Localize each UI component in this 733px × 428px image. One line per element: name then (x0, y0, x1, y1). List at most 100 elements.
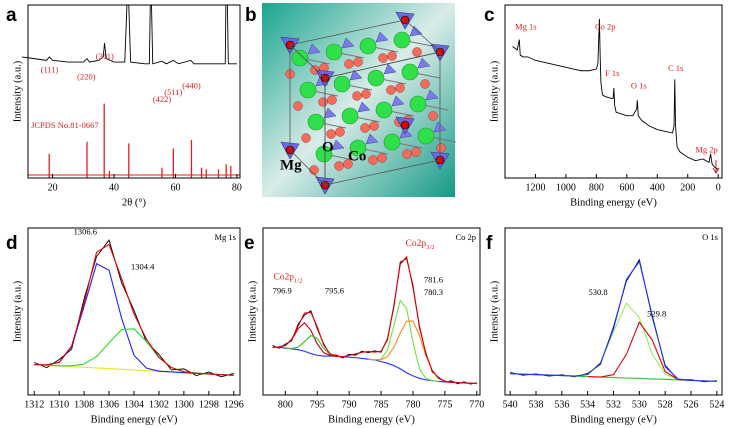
x-axis-label: Binding energy (eV) (570, 414, 657, 425)
annotation: 781.6 (424, 274, 443, 284)
data-line (510, 258, 717, 383)
corner-label: Co 2p (455, 232, 476, 242)
atom-co (401, 63, 419, 81)
atom-o (309, 165, 319, 175)
x-tick-label: 1300 (174, 399, 194, 410)
x-tick-label: 1296 (224, 399, 244, 410)
atom-co (349, 139, 367, 157)
atom-mg (307, 43, 321, 55)
x-tick-label: 40 (109, 182, 119, 193)
atom-mg (417, 57, 431, 69)
x-tick-label: 1298 (199, 399, 219, 410)
x-tick-label: 524 (709, 399, 724, 410)
x-tick-label: 200 (680, 182, 695, 193)
y-axis-label: Intensity (a.u.) (12, 60, 23, 122)
annotation: (220) (77, 72, 96, 82)
annotation: (111) (41, 65, 59, 75)
atom-o (436, 143, 446, 153)
atom-o (353, 57, 363, 67)
atom-o (360, 123, 370, 133)
x-tick-label: 540 (503, 399, 518, 410)
annotation-subscript: 1/2 (294, 277, 302, 284)
annotation: F 1s (605, 68, 619, 78)
x-tick-label: 20 (48, 182, 58, 193)
data-line (512, 18, 719, 170)
atom-co (375, 101, 393, 119)
data-line (34, 262, 234, 376)
panel-letter: b (245, 5, 257, 26)
plot-frame (262, 227, 481, 396)
x-tick-label: 526 (684, 399, 699, 410)
annotation: (440) (182, 80, 201, 90)
annotation: 1304.4 (131, 261, 155, 271)
atom-o (361, 89, 371, 99)
x-tick-label: 1302 (149, 399, 169, 410)
annotation: 795.6 (325, 286, 344, 296)
atom-co (417, 127, 435, 145)
x-tick-label: 1310 (49, 399, 69, 410)
atom-mg (383, 63, 397, 75)
panel-letter: f (486, 233, 493, 254)
atom-o (368, 155, 378, 165)
panel-letter: e (244, 233, 255, 254)
data-line (587, 320, 692, 381)
atom-o (387, 51, 397, 61)
atom-mg (391, 95, 405, 107)
atom-o (334, 161, 344, 171)
x-tick-label: 600 (619, 182, 634, 193)
x-tick-label: 1000 (556, 182, 576, 193)
atom-o (327, 95, 337, 105)
atom-o (402, 149, 412, 159)
x-tick-label: 770 (469, 399, 484, 410)
atom-co (291, 49, 309, 67)
x-tick-label: 60 (170, 182, 180, 193)
annotation: Mg 2p (695, 144, 717, 154)
y-axis-label: Intensity (a.u.) (489, 60, 500, 122)
data-line (272, 257, 477, 385)
atom-mg (425, 89, 439, 101)
x-tick-label: 536 (554, 399, 569, 410)
annotation: 530.8 (588, 287, 607, 297)
x-tick-label: 1306 (99, 399, 119, 410)
atom-co (333, 75, 351, 93)
annotation: 1306.6 (74, 227, 97, 237)
atom-o (343, 159, 353, 169)
atom-o (301, 133, 311, 143)
annotation: Mg 1s (515, 21, 537, 31)
atom-o (326, 129, 336, 139)
atom-mg (357, 101, 371, 113)
panel-letter: d (6, 233, 18, 254)
data-line (34, 243, 234, 376)
plot-frame (504, 227, 723, 396)
atom-o (412, 47, 422, 57)
data-line (374, 299, 439, 383)
atom-o (378, 53, 388, 63)
atom-mg (323, 107, 337, 119)
atom-mg (341, 37, 355, 49)
atom-o (352, 91, 362, 101)
atom-label: Mg (280, 157, 302, 173)
x-tick-label: 1304 (124, 399, 144, 410)
atom-co (307, 113, 325, 131)
x-tick-label: 1312 (24, 399, 44, 410)
atom-mg-center (400, 120, 410, 130)
panel-letter: a (6, 5, 17, 26)
x-axis-label: Binding energy (eV) (328, 414, 415, 425)
x-tick-label: 528 (658, 399, 673, 410)
x-tick-label: 1308 (74, 399, 94, 410)
x-tick-label: 534 (580, 399, 595, 410)
atom-mg (365, 133, 379, 145)
x-axis-label: 2θ (°) (122, 197, 147, 208)
atom-o (369, 121, 379, 131)
atom-mg (409, 25, 423, 37)
atom-co (383, 133, 401, 151)
data-line (285, 334, 343, 358)
x-tick-label: 532 (606, 399, 621, 410)
atom-mg (375, 31, 389, 43)
atom-o (344, 59, 354, 69)
x-axis-label: Binding energy (eV) (91, 414, 178, 425)
x-tick-label: 530 (632, 399, 647, 410)
data-line (21, 4, 237, 65)
atom-co (359, 37, 377, 55)
atom-label: O (322, 139, 334, 155)
